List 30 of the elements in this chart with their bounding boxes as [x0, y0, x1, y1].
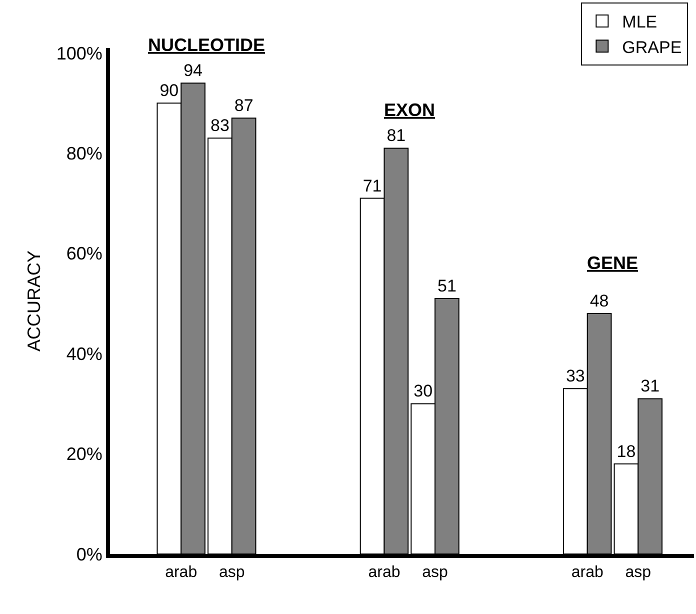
x-tick-label: arab: [165, 564, 198, 582]
y-tick-label: 0%: [76, 544, 102, 564]
x-tick-label: arab: [571, 564, 604, 582]
annotation: GENE: [587, 253, 638, 273]
data-label: 83: [210, 116, 230, 136]
data-label: 81: [386, 126, 406, 146]
data-label: 90: [160, 81, 179, 100]
data-label: 87: [234, 96, 254, 116]
data-label: 71: [362, 176, 382, 196]
annotation: NUCLEOTIDE: [148, 35, 265, 55]
y-tick-label: 100%: [56, 43, 102, 64]
data-label: 31: [640, 376, 660, 396]
data-label: 51: [437, 276, 456, 296]
y-tick-label: 60%: [66, 244, 102, 264]
annotation: EXON: [384, 100, 436, 120]
x-tick-label: asp: [218, 564, 245, 582]
data-label: 18: [616, 442, 636, 461]
y-tick-label: 40%: [66, 344, 102, 364]
data-label: 94: [184, 61, 202, 80]
legend-label: MLE: [622, 12, 658, 32]
y-tick-label: 20%: [66, 444, 102, 464]
x-tick-label: arab: [368, 564, 400, 582]
x-tick-label: asp: [625, 564, 652, 582]
legend-label: GRAPE: [622, 38, 682, 57]
data-label: 30: [414, 382, 433, 401]
y-axis-title: ACCURACY: [24, 250, 44, 352]
y-tick-label: 80%: [66, 144, 102, 164]
data-label: 33: [566, 366, 585, 386]
data-label: 48: [590, 292, 609, 311]
x-tick-label: asp: [422, 564, 448, 582]
